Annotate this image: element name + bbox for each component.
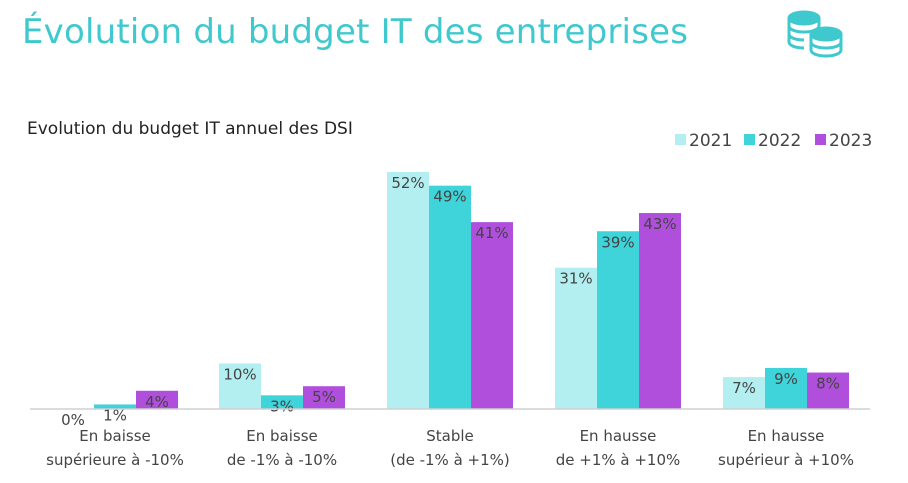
category-label-0-line0: En baisse: [79, 427, 151, 445]
bars-group: 0% 10% 52% 31% 7% 1% 3% 49% 39% 9% 4% 5% 41% 43% 8%: [61, 172, 849, 429]
legend-label-2023: 2023: [829, 131, 872, 151]
category-label-1-line0: En baisse: [246, 427, 318, 445]
page-title: Évolution du budget IT des entreprises: [22, 12, 689, 52]
coins-icon: [787, 10, 843, 58]
legend: 2021 2022 2023: [675, 131, 872, 151]
chart-title: Evolution du budget IT annuel des DSI: [27, 119, 353, 139]
data-label-2021-3: 31%: [559, 270, 592, 288]
data-label-2022-1: 3%: [270, 397, 294, 415]
bar-2023-4: [807, 372, 849, 409]
data-label-2021-0: 0%: [61, 411, 85, 429]
legend-swatch-2021: [675, 134, 686, 145]
category-label-2-line1: (de -1% à +1%): [390, 451, 510, 469]
category-label-4-line1: supérieur à +10%: [718, 451, 854, 469]
data-label-2021-1: 10%: [223, 365, 256, 383]
legend-label-2022: 2022: [758, 131, 801, 151]
data-label-2022-3: 39%: [601, 233, 634, 251]
category-label-2-line0: Stable: [426, 427, 474, 445]
bar-2022-1: [261, 395, 303, 409]
bar-2021-4: [723, 377, 765, 409]
bar-2022-3: [597, 231, 639, 409]
data-label-2023-2: 41%: [475, 224, 508, 242]
category-label-3-line0: En hausse: [580, 427, 657, 445]
data-label-2023-4: 8%: [816, 375, 840, 393]
bar-2023-3: [639, 213, 681, 409]
bar-2022-0: [94, 404, 136, 409]
data-label-2022-0: 1%: [103, 406, 127, 424]
data-label-2023-0: 4%: [145, 393, 169, 411]
bar-2023-2: [471, 222, 513, 409]
bar-2023-0: [136, 390, 178, 409]
legend-label-2021: 2021: [689, 131, 732, 151]
category-label-4-line0: En hausse: [748, 427, 825, 445]
category-label-3-line1: de +1% à +10%: [556, 451, 681, 469]
legend-swatch-2022: [744, 134, 755, 145]
bar-2022-4: [765, 367, 807, 409]
bar-2021-1: [219, 363, 261, 409]
category-label-1-line1: de -1% à -10%: [227, 451, 337, 469]
bar-2021-2: [387, 172, 429, 409]
data-label-2021-2: 52%: [391, 174, 424, 192]
data-label-2023-1: 5%: [312, 388, 336, 406]
data-label-2022-4: 9%: [774, 370, 798, 388]
bar-2022-2: [429, 185, 471, 409]
category-labels: En baisse supérieure à -10% En baisse de -1…: [46, 427, 854, 469]
data-label-2022-2: 49%: [433, 188, 466, 206]
bar-2021-3: [555, 267, 597, 409]
data-label-2023-3: 43%: [643, 215, 676, 233]
legend-swatch-2023: [815, 134, 826, 145]
data-label-2021-4: 7%: [732, 379, 756, 397]
category-label-0-line1: supérieure à -10%: [46, 451, 184, 469]
bar-2023-1: [303, 386, 345, 409]
